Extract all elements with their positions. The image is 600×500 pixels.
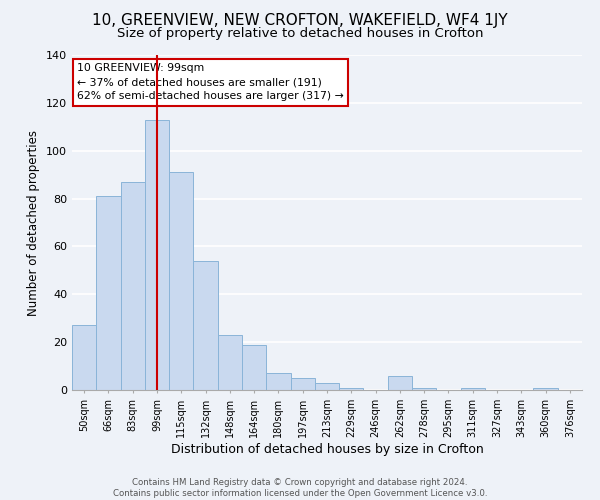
Text: 10 GREENVIEW: 99sqm
← 37% of detached houses are smaller (191)
62% of semi-detac: 10 GREENVIEW: 99sqm ← 37% of detached ho… (77, 64, 344, 102)
Bar (339, 388, 364, 390)
Bar (412, 388, 436, 390)
Y-axis label: Number of detached properties: Number of detached properties (28, 130, 40, 316)
Bar (461, 388, 485, 390)
Bar (96, 196, 121, 390)
Bar (266, 373, 290, 390)
Bar (193, 261, 218, 390)
Bar (145, 120, 169, 390)
X-axis label: Distribution of detached houses by size in Crofton: Distribution of detached houses by size … (170, 442, 484, 456)
Bar (242, 344, 266, 390)
Text: Size of property relative to detached houses in Crofton: Size of property relative to detached ho… (117, 28, 483, 40)
Text: Contains HM Land Registry data © Crown copyright and database right 2024.
Contai: Contains HM Land Registry data © Crown c… (113, 478, 487, 498)
Bar (290, 378, 315, 390)
Text: 10, GREENVIEW, NEW CROFTON, WAKEFIELD, WF4 1JY: 10, GREENVIEW, NEW CROFTON, WAKEFIELD, W… (92, 12, 508, 28)
Bar (169, 172, 193, 390)
Bar (533, 388, 558, 390)
Bar (121, 182, 145, 390)
Bar (218, 335, 242, 390)
Bar (388, 376, 412, 390)
Bar (315, 383, 339, 390)
Bar (72, 326, 96, 390)
